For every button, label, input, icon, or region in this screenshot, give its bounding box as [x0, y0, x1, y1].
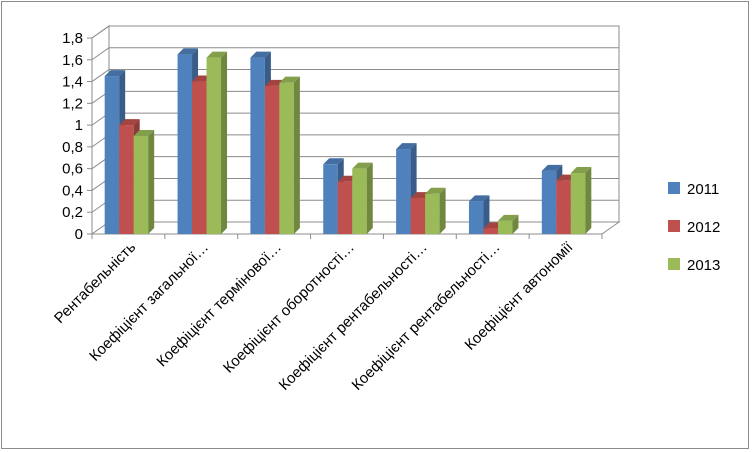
y-tick-label: 1,4: [62, 74, 83, 91]
bar-side: [366, 162, 373, 234]
bar-top: [323, 158, 344, 165]
bar-2013: [570, 167, 592, 234]
bar-side: [221, 51, 228, 234]
legend-item-2011: 2011: [668, 181, 719, 198]
bar-front: [541, 170, 557, 234]
bar-front: [570, 173, 586, 234]
legend-item-2012: 2012: [668, 219, 720, 236]
gridline: [91, 69, 619, 82]
bar-front: [177, 54, 193, 235]
y-tick-label: 0,8: [62, 139, 83, 156]
category-label: Коефіцієнт оборотності…: [220, 239, 358, 377]
bar-top: [104, 70, 126, 77]
bar-front: [425, 193, 440, 234]
legend-swatch: [668, 258, 680, 270]
bar-front: [119, 125, 134, 234]
y-tick-label: 0,6: [62, 161, 83, 178]
legend-label: 2013: [687, 257, 720, 274]
y-tick-label: 1: [75, 117, 83, 134]
bar-front: [556, 180, 571, 234]
bar-top: [119, 119, 140, 126]
bar-2013: [497, 214, 519, 234]
bar-top: [250, 51, 271, 58]
bar-top: [352, 162, 373, 169]
y-tick-label: 0,2: [62, 204, 83, 221]
bar-2013: [133, 130, 155, 234]
bar-front: [250, 57, 265, 234]
bar-top: [396, 143, 417, 150]
bars: [104, 48, 592, 235]
bar-front: [279, 82, 294, 235]
bar-front: [410, 198, 426, 234]
bar-top: [133, 130, 155, 136]
bar-front: [192, 81, 207, 234]
gridline: [91, 47, 619, 61]
bar-2013: [279, 76, 300, 235]
y-tick-label: 1,6: [62, 52, 83, 69]
legend-item-2013: 2013: [668, 257, 720, 274]
bar-side: [585, 167, 592, 234]
bar-side: [148, 130, 155, 234]
bar-front: [264, 85, 280, 235]
legend-swatch: [668, 220, 680, 232]
bar-side: [439, 187, 446, 234]
bar-side: [293, 76, 300, 235]
bar-top: [468, 195, 490, 202]
bar-front: [497, 220, 513, 234]
bar-front: [337, 181, 353, 234]
legend: 2011 2012 2013: [668, 181, 720, 274]
y-tick-label: 1,2: [62, 95, 83, 112]
bar-front: [352, 168, 367, 234]
category-label: Коефіцієнт рентабельності…: [349, 239, 504, 394]
legend-label: 2012: [687, 219, 720, 236]
bar-top: [206, 51, 228, 58]
y-tick-label: 0: [75, 226, 83, 243]
bar-top: [497, 214, 519, 221]
bar-front: [104, 76, 120, 234]
bar-top: [177, 48, 199, 55]
bar-front: [468, 201, 484, 234]
bar-front: [323, 164, 338, 234]
category-label: Коефіцієнт рентабельності…: [276, 239, 431, 394]
legend-label: 2011: [687, 181, 719, 198]
bar-2013: [425, 187, 446, 234]
bar-top: [425, 187, 446, 194]
bar-front: [133, 136, 149, 234]
bar-2013: [352, 162, 373, 234]
category-label: Коефіцієнт загальної…: [86, 239, 212, 365]
bar-side: [512, 214, 519, 234]
y-tick-label: 1,8: [62, 30, 83, 47]
bar-front: [396, 149, 411, 234]
y-tick-labels: 0 0,2 0,4 0,6 0,8 1 1,2 1,4 1,6 1,8: [62, 30, 83, 243]
gridline: [91, 25, 619, 39]
bar-top: [570, 167, 592, 174]
bar-front: [206, 57, 222, 234]
bar-front: [483, 228, 498, 234]
legend-swatch: [668, 182, 680, 194]
y-tick-label: 0,4: [62, 182, 83, 199]
category-label: Коефіцієнт термінової…: [153, 239, 284, 370]
bar-top: [279, 76, 300, 83]
bar-2013: [206, 51, 228, 234]
bar-top: [541, 164, 563, 171]
